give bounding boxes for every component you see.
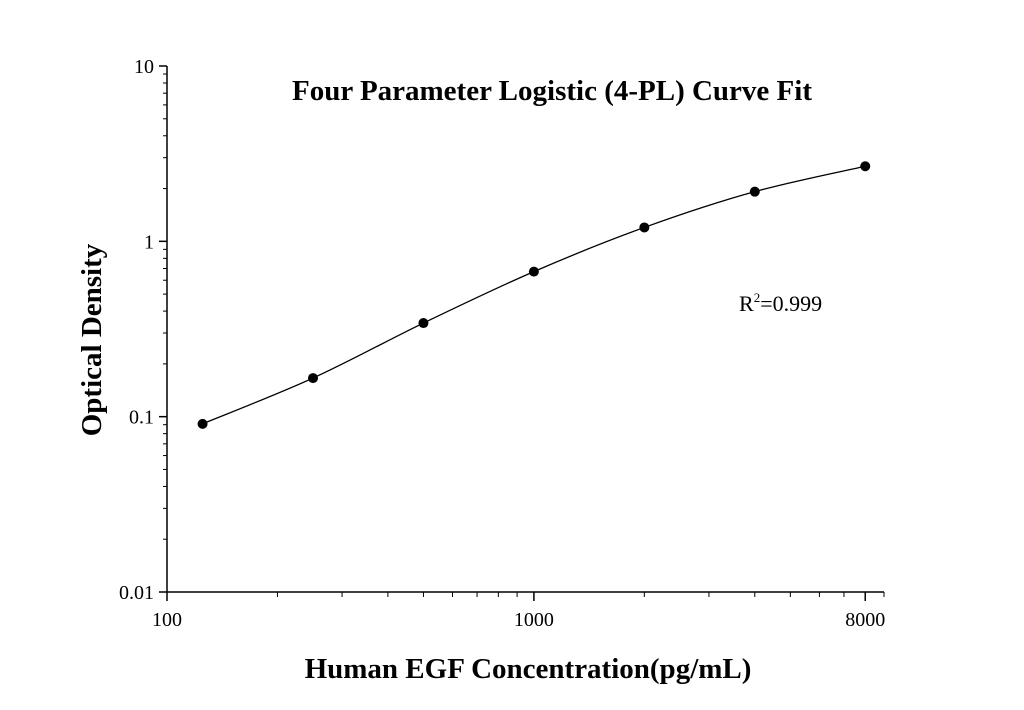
- data-point: [197, 418, 208, 429]
- x-tick-label: 100: [152, 609, 182, 631]
- data-point: [528, 266, 539, 277]
- data-point: [639, 222, 650, 233]
- x-axis-label: Human EGF Concentration(pg/mL): [305, 653, 752, 685]
- data-point: [308, 373, 319, 384]
- x-tick-label: 1000: [514, 609, 554, 631]
- data-point: [418, 318, 429, 329]
- y-tick-label: 1: [144, 231, 154, 253]
- r-squared-annotation: R2=0.999: [739, 290, 822, 316]
- plot-area: 0.01 0.1 1 10 100 1000 8000: [119, 56, 885, 631]
- y-tick-label: 0.01: [119, 582, 154, 604]
- r-squared-value: =0.999: [760, 291, 822, 316]
- data-point: [749, 186, 760, 197]
- y-axis-label: Optical Density: [76, 243, 108, 436]
- r-squared-superscript: 2: [754, 290, 761, 305]
- x-tick-label: 8000: [845, 609, 885, 631]
- y-tick-label: 0.1: [129, 407, 154, 429]
- data-point: [860, 161, 871, 172]
- r-squared-letter: R: [739, 291, 754, 316]
- y-tick-label: 10: [134, 56, 154, 78]
- chart-title: Four Parameter Logistic (4-PL) Curve Fit: [292, 75, 812, 107]
